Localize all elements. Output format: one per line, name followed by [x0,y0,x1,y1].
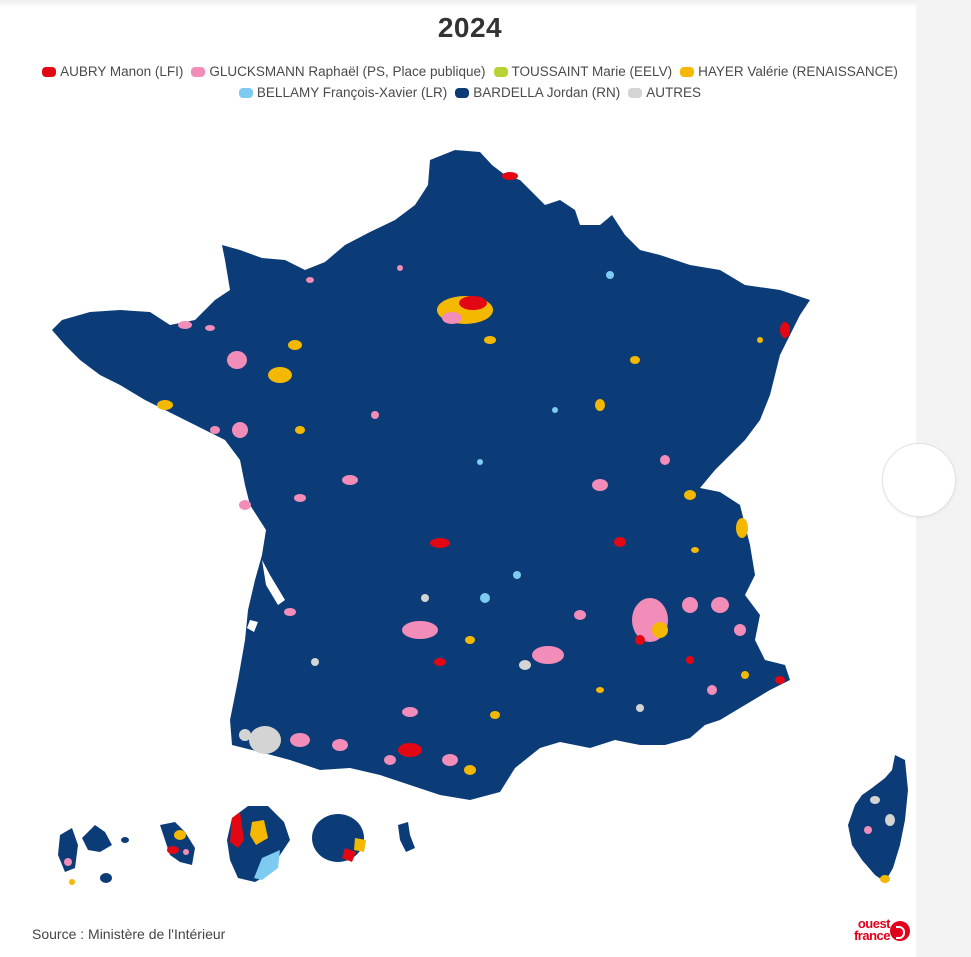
map-title: 2024 [437,12,503,43]
source-note: Source : Ministère de l'Intérieur [32,926,226,942]
map-legend: AUBRY Manon (LFI) GLUCKSMANN Raphaël (PS… [20,64,920,100]
map-corse[interactable] [848,755,908,882]
legend-item-lfi[interactable]: AUBRY Manon (LFI) [42,64,183,79]
logo-line2: france [853,928,891,943]
legend-item-renaissance[interactable]: HAYER Valérie (RENAISSANCE) [680,64,898,79]
estuary [262,560,285,605]
paris-area [437,296,496,344]
legend-label: AUTRES [646,85,702,100]
legend-label: BELLAMY François-Xavier (LR) [256,85,448,100]
legend-swatch [455,87,470,98]
legend-label: AUBRY Manon (LFI) [60,64,184,79]
legend-swatch [42,66,57,77]
map-reunion[interactable] [312,814,366,862]
map-guyane[interactable] [227,806,290,882]
ouest-france-logo[interactable]: ouest france [834,916,912,948]
legend-swatch [493,66,508,77]
legend-swatch [680,66,695,77]
map-martinique[interactable] [160,822,195,865]
map-mayotte[interactable] [398,822,415,852]
legend-item-rn[interactable]: BARDELLA Jordan (RN) [455,85,620,100]
top-shadow [0,0,916,8]
corse-results [864,796,895,883]
map-guadeloupe[interactable] [58,825,129,885]
legend-label: BARDELLA Jordan (RN) [473,85,621,100]
legend-label: GLUCKSMANN Raphaël (PS, Place publique) [209,64,486,79]
legend-swatch [628,87,643,98]
logo-line1: ouest [857,916,891,931]
arcachon-bay [247,620,258,632]
legend-item-autres[interactable]: AUTRES [628,85,701,100]
commune-results [157,172,790,775]
legend-label: TOUSSAINT Marie (EELV) [511,64,673,79]
legend-swatch [191,66,206,77]
legend-label: HAYER Valérie (RENAISSANCE) [698,64,898,79]
map-france-metropole[interactable] [52,150,810,800]
logo-wordmark: ouest france [853,916,891,943]
legend-swatch [238,87,253,98]
carousel-next-button[interactable] [882,443,956,517]
legend-item-ps[interactable]: GLUCKSMANN Raphaël (PS, Place publique) [191,64,486,79]
logo-emblem-icon [890,921,910,941]
election-map[interactable] [0,0,916,957]
legend-item-lr[interactable]: BELLAMY François-Xavier (LR) [238,85,448,100]
legend-item-eelv[interactable]: TOUSSAINT Marie (EELV) [493,64,673,79]
